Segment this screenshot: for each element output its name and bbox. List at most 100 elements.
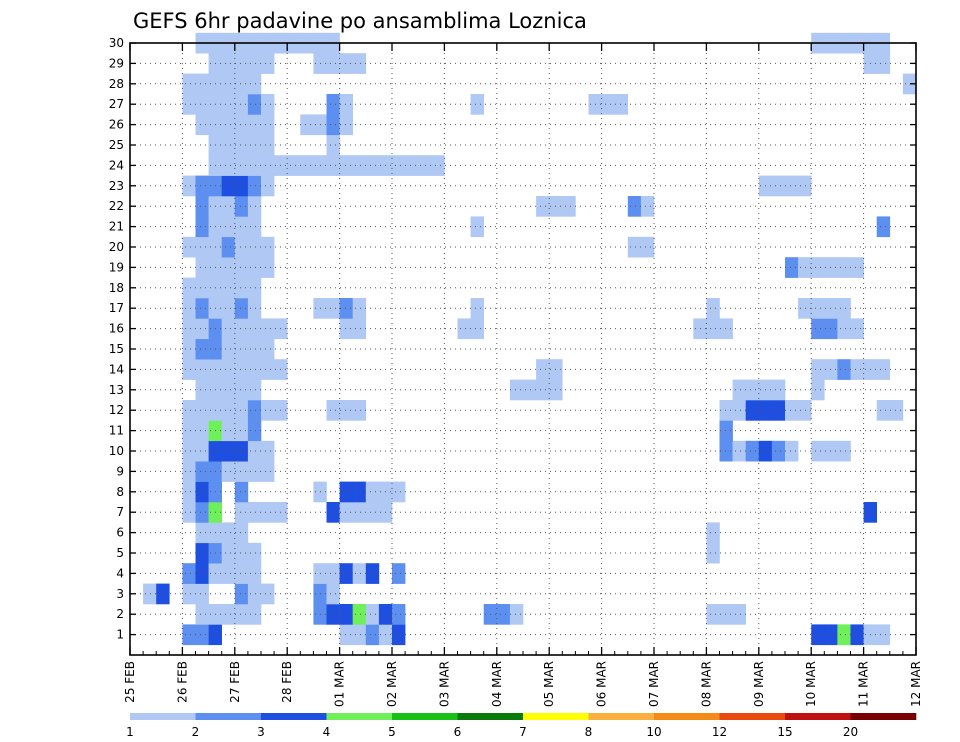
heatmap-cell xyxy=(745,400,760,421)
y-tick-label: 29 xyxy=(109,56,124,70)
heatmap-cell xyxy=(811,359,825,380)
heatmap-cell xyxy=(221,175,236,197)
heatmap-cell xyxy=(221,236,236,258)
heatmap-cell xyxy=(365,604,380,625)
colorbar-swatch xyxy=(392,713,458,720)
x-tick-label: 02 MAR xyxy=(385,661,399,707)
x-tick-label: 09 MAR xyxy=(752,661,766,707)
y-tick-label: 1 xyxy=(116,628,124,642)
heatmap-cell xyxy=(247,604,262,625)
heatmap-cell xyxy=(850,318,864,340)
heatmap-cell xyxy=(195,257,209,278)
heatmap-cell xyxy=(771,175,786,197)
x-tick-label: 26 FEB xyxy=(175,661,189,703)
heatmap-cell xyxy=(247,155,262,176)
heatmap-cell xyxy=(850,359,864,380)
heatmap-cell xyxy=(365,481,380,503)
heatmap-cell xyxy=(247,502,262,523)
heatmap-cell xyxy=(234,359,249,380)
heatmap-cell xyxy=(640,236,655,258)
heatmap-cell xyxy=(221,522,236,544)
heatmap-cell xyxy=(536,359,550,380)
heatmap-cell xyxy=(234,400,249,421)
heatmap-cell xyxy=(614,94,629,115)
heatmap-cell xyxy=(234,379,249,401)
heatmap-cell xyxy=(732,604,746,625)
heatmap-cell xyxy=(247,440,262,462)
x-tick-label: 10 MAR xyxy=(804,661,818,707)
heatmap-cell xyxy=(287,155,301,176)
heatmap-cell xyxy=(182,563,196,584)
heatmap-cell xyxy=(234,502,249,523)
y-tick-label: 25 xyxy=(109,138,124,152)
heatmap-cell xyxy=(247,53,262,74)
heatmap-cell xyxy=(261,94,275,115)
heatmap-cell xyxy=(182,277,196,299)
heatmap-cell xyxy=(195,359,209,380)
heatmap-cell xyxy=(195,542,209,564)
heatmap-cell xyxy=(798,175,812,197)
y-tick-label: 10 xyxy=(109,444,124,458)
heatmap-cell xyxy=(221,542,236,564)
x-tick-label: 11 MAR xyxy=(857,661,871,707)
heatmap-cell xyxy=(876,216,891,238)
heatmap-cell xyxy=(719,400,733,421)
heatmap-cell xyxy=(352,604,367,625)
heatmap-cell xyxy=(234,216,249,238)
heatmap-cell xyxy=(902,73,917,95)
colorbar-swatch xyxy=(785,713,851,720)
heatmap-cell xyxy=(195,216,209,238)
colorbar-swatch xyxy=(326,713,393,720)
heatmap-cell xyxy=(182,318,196,340)
y-tick-label: 12 xyxy=(109,403,124,417)
heatmap-cell xyxy=(234,563,249,584)
heatmap-cell xyxy=(247,236,262,258)
heatmap-cell xyxy=(326,298,340,319)
heatmap-cell xyxy=(339,298,353,319)
heatmap-cell xyxy=(195,522,209,544)
heatmap-cell xyxy=(221,379,236,401)
heatmap-cell xyxy=(182,400,196,421)
colorbar-swatch xyxy=(457,713,524,720)
heatmap-cell xyxy=(234,134,249,156)
heatmap-cell xyxy=(234,481,249,503)
y-tick-label: 2 xyxy=(116,607,124,621)
heatmap-cell xyxy=(247,114,262,136)
heatmap-cell xyxy=(221,134,236,156)
heatmap-cell xyxy=(470,318,484,340)
heatmap-cell xyxy=(811,257,825,278)
heatmap-cell xyxy=(221,94,236,115)
heatmap-cell xyxy=(300,155,314,176)
y-tick-label: 24 xyxy=(109,158,124,172)
x-tick-label: 03 MAR xyxy=(437,661,451,707)
colorbar-swatch xyxy=(523,713,589,720)
heatmap-cell xyxy=(470,298,484,319)
y-tick-label: 7 xyxy=(116,505,124,519)
heatmap-cell xyxy=(785,175,799,197)
heatmap-cell xyxy=(536,196,550,217)
heatmap-cell xyxy=(889,400,904,421)
heatmap-cell xyxy=(798,400,812,421)
heatmap-cell xyxy=(195,440,209,462)
colorbar-label: 12 xyxy=(712,725,727,739)
heatmap-cell xyxy=(771,440,786,462)
heatmap-cell xyxy=(195,73,209,95)
heatmap-cell xyxy=(470,216,484,238)
heatmap-cell xyxy=(339,604,353,625)
colorbar: 1 2 3 4 5 6 7 8 10 12 15 20 xyxy=(126,713,917,739)
heatmap-cell xyxy=(719,420,733,442)
y-tick-label: 3 xyxy=(116,587,124,601)
heatmap-cell xyxy=(352,400,367,421)
heatmap-cell xyxy=(221,563,236,584)
heatmap-cell xyxy=(392,155,406,176)
heatmap-cell xyxy=(247,277,262,299)
heatmap-cell xyxy=(798,298,812,319)
heatmap-cell xyxy=(234,461,249,482)
heatmap-cell xyxy=(326,134,340,156)
heatmap-cell xyxy=(300,114,314,136)
heatmap-cell xyxy=(234,155,249,176)
heatmap-cell xyxy=(195,298,209,319)
heatmap-cell xyxy=(876,400,891,421)
heatmap-cell xyxy=(247,196,262,217)
y-tick-label: 21 xyxy=(109,220,124,234)
